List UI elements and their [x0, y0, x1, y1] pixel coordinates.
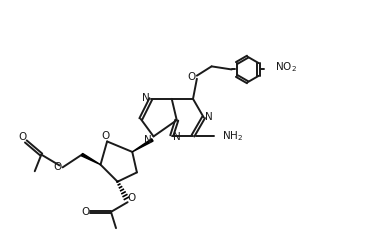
Text: NO$_2$: NO$_2$	[275, 61, 297, 74]
Text: O: O	[187, 72, 196, 82]
Polygon shape	[81, 154, 100, 165]
Text: N: N	[142, 93, 149, 103]
Polygon shape	[132, 139, 153, 152]
Text: NH$_2$: NH$_2$	[222, 129, 243, 143]
Text: N: N	[144, 135, 152, 145]
Text: O: O	[53, 162, 61, 172]
Text: O: O	[102, 131, 110, 141]
Text: N: N	[205, 112, 213, 122]
Text: N: N	[173, 132, 181, 142]
Text: O: O	[18, 132, 27, 142]
Text: O: O	[81, 207, 89, 217]
Text: O: O	[128, 193, 136, 203]
